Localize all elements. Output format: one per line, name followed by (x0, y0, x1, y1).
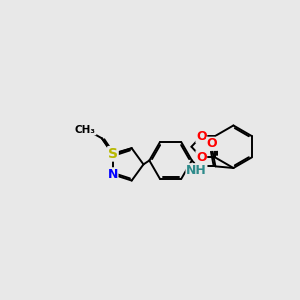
Text: N: N (107, 148, 118, 161)
Text: O: O (196, 130, 207, 142)
Text: O: O (196, 151, 207, 164)
Text: S: S (108, 147, 118, 160)
Text: NH: NH (186, 164, 207, 177)
Text: CH₃: CH₃ (75, 125, 96, 135)
Text: N: N (107, 168, 118, 181)
Text: O: O (207, 137, 218, 150)
